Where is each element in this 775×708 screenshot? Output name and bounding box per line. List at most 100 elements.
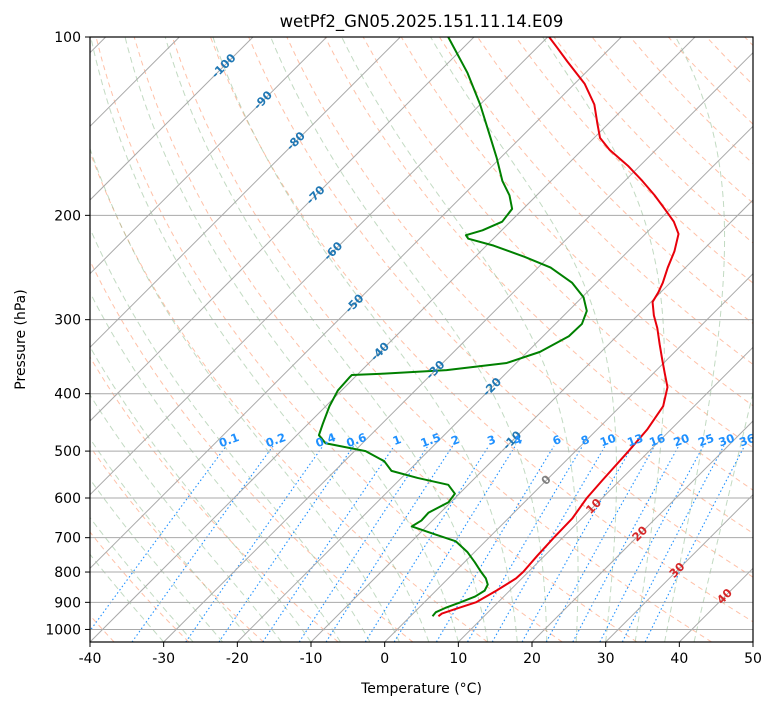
mixing-ratio-label: 2 (449, 432, 461, 448)
dry-adiabat-line (439, 37, 753, 366)
x-axis-title: Temperature (°C) (360, 681, 482, 697)
moist-adiabat-line (90, 345, 312, 642)
isotherm-line (605, 493, 753, 642)
dry-adiabat-line (210, 37, 753, 623)
mixing-ratio-line (90, 445, 227, 632)
x-tick-label: 10 (449, 651, 467, 667)
mixing-ratio-line (393, 445, 516, 642)
x-tick-label: -40 (79, 651, 102, 667)
dry-adiabat-line (90, 356, 339, 642)
mixing-ratio-line (262, 445, 395, 642)
mixing-ratio-line (644, 445, 746, 642)
isotherm-line (90, 37, 254, 201)
mixing-ratio-line (467, 445, 584, 642)
y-tick-label: 300 (54, 313, 81, 329)
y-axis-title: Pressure (hPa) (13, 289, 29, 389)
dewpoint-line (317, 37, 588, 617)
dry-adiabat-line (591, 37, 753, 204)
moist-adiabat-line (90, 37, 430, 642)
mixing-ratio-line (218, 445, 355, 642)
isobar-grid (90, 37, 753, 630)
mixing-ratio-label: 1.5 (419, 430, 443, 450)
mixing-ratio-line (545, 445, 656, 642)
y-tick-label: 900 (54, 595, 81, 611)
y-tick-label: 400 (54, 387, 81, 403)
mixing-ratio-label: 30 (717, 431, 737, 450)
reference-lines (90, 37, 753, 642)
isotherm-line (457, 346, 753, 642)
dry-adiabat-line (90, 531, 190, 642)
isotherm-line (384, 272, 753, 642)
isotherm-line (90, 37, 401, 349)
moist-adiabat-line (90, 553, 165, 642)
x-tick-label: 0 (380, 651, 389, 667)
y-tick-label: 800 (54, 565, 81, 581)
mixing-ratio-line (435, 445, 555, 642)
mixing-ratio-label: 1 (391, 432, 403, 448)
isotherm-line (90, 37, 475, 422)
mixing-ratio-line (325, 445, 454, 642)
mixing-ratio-label: 0.2 (264, 430, 288, 450)
mixing-ratio-line (521, 445, 633, 642)
mixing-ratio-label: 3 (485, 432, 497, 448)
moist-adiabat-line (542, 37, 665, 642)
isotherm-line (678, 567, 753, 642)
y-tick-label: 200 (54, 208, 81, 224)
x-tick-label: 30 (597, 651, 615, 667)
mixing-ratio-label: 0.6 (344, 430, 368, 450)
dry-adiabat-line (95, 37, 563, 642)
isotherm-line (236, 125, 753, 642)
x-tick-label: 20 (523, 651, 541, 667)
dry-adiabat-line (90, 150, 488, 642)
moist-adiabat-line (664, 37, 726, 642)
temperature-line (437, 37, 680, 618)
isotherm-line (90, 37, 328, 275)
isotherm-line (163, 51, 753, 642)
y-tick-label: 100 (54, 30, 81, 46)
mixing-ratio-line (599, 445, 704, 642)
sounding-profiles (317, 37, 680, 618)
moist-adiabat-line (90, 437, 253, 642)
dry-adiabat-line (90, 445, 264, 642)
line-labels: -100-90-80-70-60-50-40-30-20-10010203040… (208, 51, 753, 607)
y-tick-label: 600 (54, 491, 81, 507)
moist-adiabat-line (430, 37, 618, 642)
dry-adiabat-line (171, 37, 712, 642)
isotherm-label: 20 (629, 523, 650, 544)
mixing-ratio-line (572, 445, 680, 642)
mixing-ratio-line (298, 445, 429, 642)
dry-adiabat-line (744, 37, 753, 47)
y-tick-label: 500 (54, 444, 81, 460)
dry-adiabat-line (477, 37, 753, 325)
y-tick-label: 1000 (45, 622, 81, 638)
moist-adiabat-line (341, 37, 579, 642)
isotherm-line (90, 37, 622, 570)
dry-adiabat-line (90, 259, 414, 642)
mixing-ratio-label: 6 (551, 432, 563, 448)
moist-adiabat-line (90, 291, 341, 642)
isotherm-label: 40 (714, 586, 735, 607)
dry-adiabat-line (248, 37, 753, 578)
isotherm-line (531, 420, 753, 642)
dry-adiabat-line (706, 37, 753, 86)
mixing-ratio-label: 20 (671, 431, 691, 450)
dry-adiabat-line (668, 37, 753, 125)
x-tick-label: 40 (670, 651, 688, 667)
moist-adiabat-line (693, 390, 753, 642)
dry-adiabat-line (515, 37, 753, 284)
y-tick-label: 700 (54, 531, 81, 547)
mixing-ratio-label: 10 (598, 431, 618, 450)
mixing-ratio-line (131, 445, 274, 642)
mixing-ratio-label: 0.1 (217, 430, 241, 450)
moist-adiabat-line (90, 147, 400, 642)
moist-adiabat-line (124, 37, 459, 642)
plot-frame (89, 36, 754, 643)
mixing-ratio-label: 13 (625, 431, 645, 450)
isotherm-line (90, 37, 549, 496)
x-tick-label: -20 (226, 651, 249, 667)
moist-adiabat-line (164, 37, 489, 642)
mixing-ratio-label: 25 (696, 431, 716, 450)
axes: -40 -30 -20 -10 0 10 20 30 40 5010020030040050060… (45, 30, 762, 667)
mixing-ratio-label: 0.4 (314, 430, 338, 450)
